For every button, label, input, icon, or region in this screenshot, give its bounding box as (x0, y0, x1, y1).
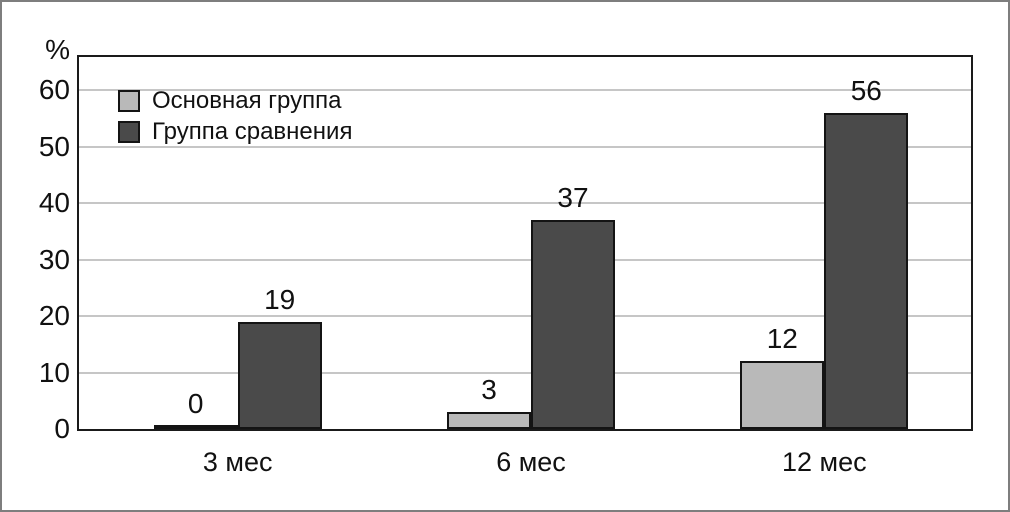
y-tick-label: 30 (38, 243, 70, 275)
bar-value-label: 3 (481, 374, 497, 406)
bar (530, 219, 615, 429)
gridline (79, 315, 971, 317)
bar-group: 12 56 12 мес (678, 57, 971, 476)
bar (237, 321, 322, 429)
y-tick-label: 60 (38, 74, 70, 105)
bar-group: 0 19 3 мес (91, 57, 384, 476)
bar-value-label: 12 (766, 323, 798, 355)
gridline (79, 371, 971, 374)
gridline (79, 89, 971, 91)
category-label: 12 мес (782, 447, 867, 477)
bar-value-label: 19 (264, 283, 296, 315)
gridline (79, 258, 971, 261)
y-tick-label: 10 (38, 356, 70, 388)
bar (824, 112, 909, 429)
legend-row: Основная группа (118, 88, 352, 114)
bar-value-label: 0 (187, 388, 204, 419)
gridline (79, 145, 971, 148)
y-tick-label: 50 (38, 130, 70, 162)
bar (153, 425, 238, 429)
bar-value-label: 56 (850, 74, 882, 106)
y-tick-label: 0 (54, 413, 70, 444)
bar-groups: 0 19 3 мес 3 37 6 мес 12 56 12 мес (91, 57, 971, 476)
y-axis-ticks: 0 10 20 30 40 50 60 (2, 55, 70, 443)
category-label: 6 мес (496, 447, 566, 477)
bar (446, 412, 531, 429)
legend-row: Группа сравнения (118, 119, 352, 145)
gridline (79, 202, 971, 204)
legend-label: Группа сравнения (152, 118, 353, 145)
legend: Основная группа Группа сравнения (118, 88, 352, 150)
y-tick-label: 20 (38, 300, 70, 331)
bar-group: 3 37 6 мес (384, 57, 677, 476)
y-axis-unit-label: % (45, 34, 70, 65)
bar (740, 361, 825, 429)
category-label: 3 мес (202, 447, 273, 477)
bar-value-label: 37 (557, 181, 589, 213)
plot-area: 0 19 3 мес 3 37 6 мес 12 56 12 мес Основная груп… (77, 55, 973, 476)
y-tick-label: 40 (38, 187, 70, 218)
legend-swatch (118, 90, 140, 112)
legend-label: Основная группа (152, 87, 342, 114)
legend-swatch (118, 121, 140, 143)
